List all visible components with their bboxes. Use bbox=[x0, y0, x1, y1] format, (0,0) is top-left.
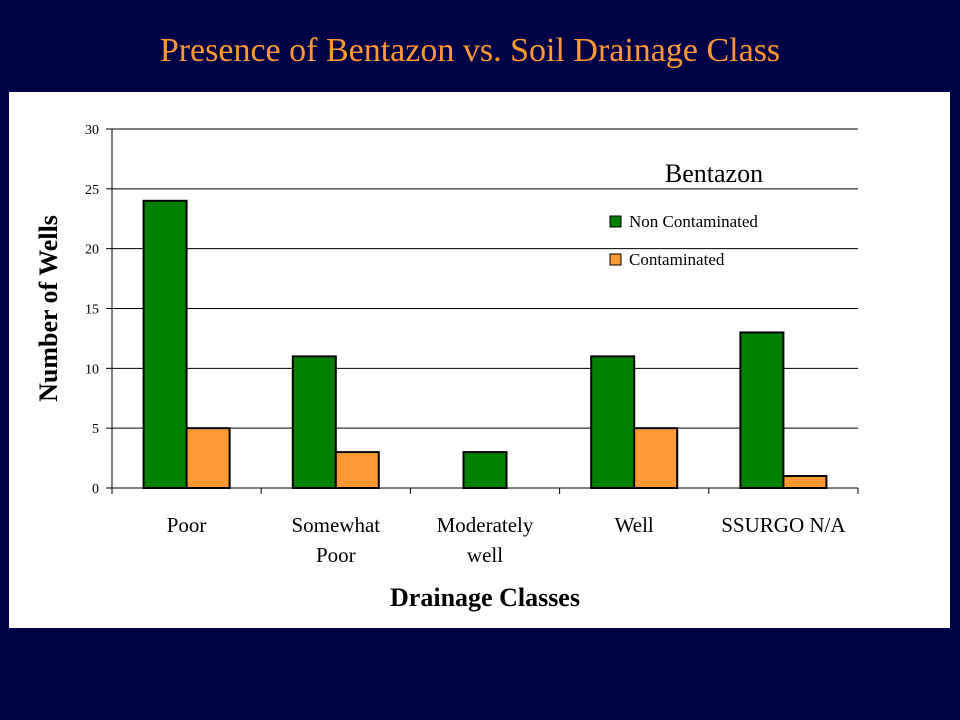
axes: 0 5 10 15 20 25 30 Poor Somewhat Poor Moderately we… bbox=[85, 123, 859, 567]
y-axis-title: Number of Wells bbox=[34, 215, 63, 402]
legend: Bentazon Non Contaminated Contaminated bbox=[609, 159, 763, 269]
bar-non-contaminated bbox=[462, 451, 508, 490]
bar-contaminated bbox=[334, 451, 380, 490]
bar-non-contaminated bbox=[739, 331, 785, 489]
gridlines bbox=[112, 128, 858, 429]
y-tick-label: 0 bbox=[92, 482, 99, 497]
y-tick-label: 20 bbox=[85, 243, 99, 258]
bar-non-contaminated bbox=[590, 355, 636, 489]
bars bbox=[142, 199, 828, 490]
bar-contaminated bbox=[633, 427, 679, 489]
y-tick-label: 30 bbox=[85, 123, 99, 138]
bar-non-contaminated bbox=[291, 355, 337, 489]
category-label: Somewhat bbox=[291, 513, 380, 537]
legend-label: Non Contaminated bbox=[629, 212, 758, 231]
legend-title: Bentazon bbox=[665, 159, 763, 188]
category-label: Poor bbox=[167, 513, 207, 537]
category-label: SSURGO N/A bbox=[721, 513, 846, 537]
x-axis-title: Drainage Classes bbox=[390, 583, 580, 612]
chart-panel: 0 5 10 15 20 25 30 Poor Somewhat Poor Moderately we… bbox=[9, 92, 950, 628]
bar-chart: 0 5 10 15 20 25 30 Poor Somewhat Poor Moderately we… bbox=[34, 123, 859, 612]
category-label: Well bbox=[615, 513, 654, 537]
y-tick-label: 15 bbox=[85, 303, 99, 318]
legend-swatch bbox=[609, 215, 622, 228]
legend-label: Contaminated bbox=[629, 250, 725, 269]
category-label: Moderately bbox=[437, 513, 534, 537]
bar-contaminated bbox=[185, 427, 231, 489]
bar-non-contaminated bbox=[142, 199, 188, 490]
y-tick-label: 10 bbox=[85, 362, 99, 377]
slide-title: Presence of Bentazon vs. Soil Drainage C… bbox=[159, 32, 781, 69]
bar-contaminated bbox=[782, 475, 828, 489]
legend-swatch bbox=[609, 253, 622, 266]
category-label: Poor bbox=[316, 543, 356, 567]
y-tick-label: 25 bbox=[85, 183, 99, 198]
y-tick-label: 5 bbox=[92, 422, 99, 437]
category-label: well bbox=[467, 543, 503, 567]
